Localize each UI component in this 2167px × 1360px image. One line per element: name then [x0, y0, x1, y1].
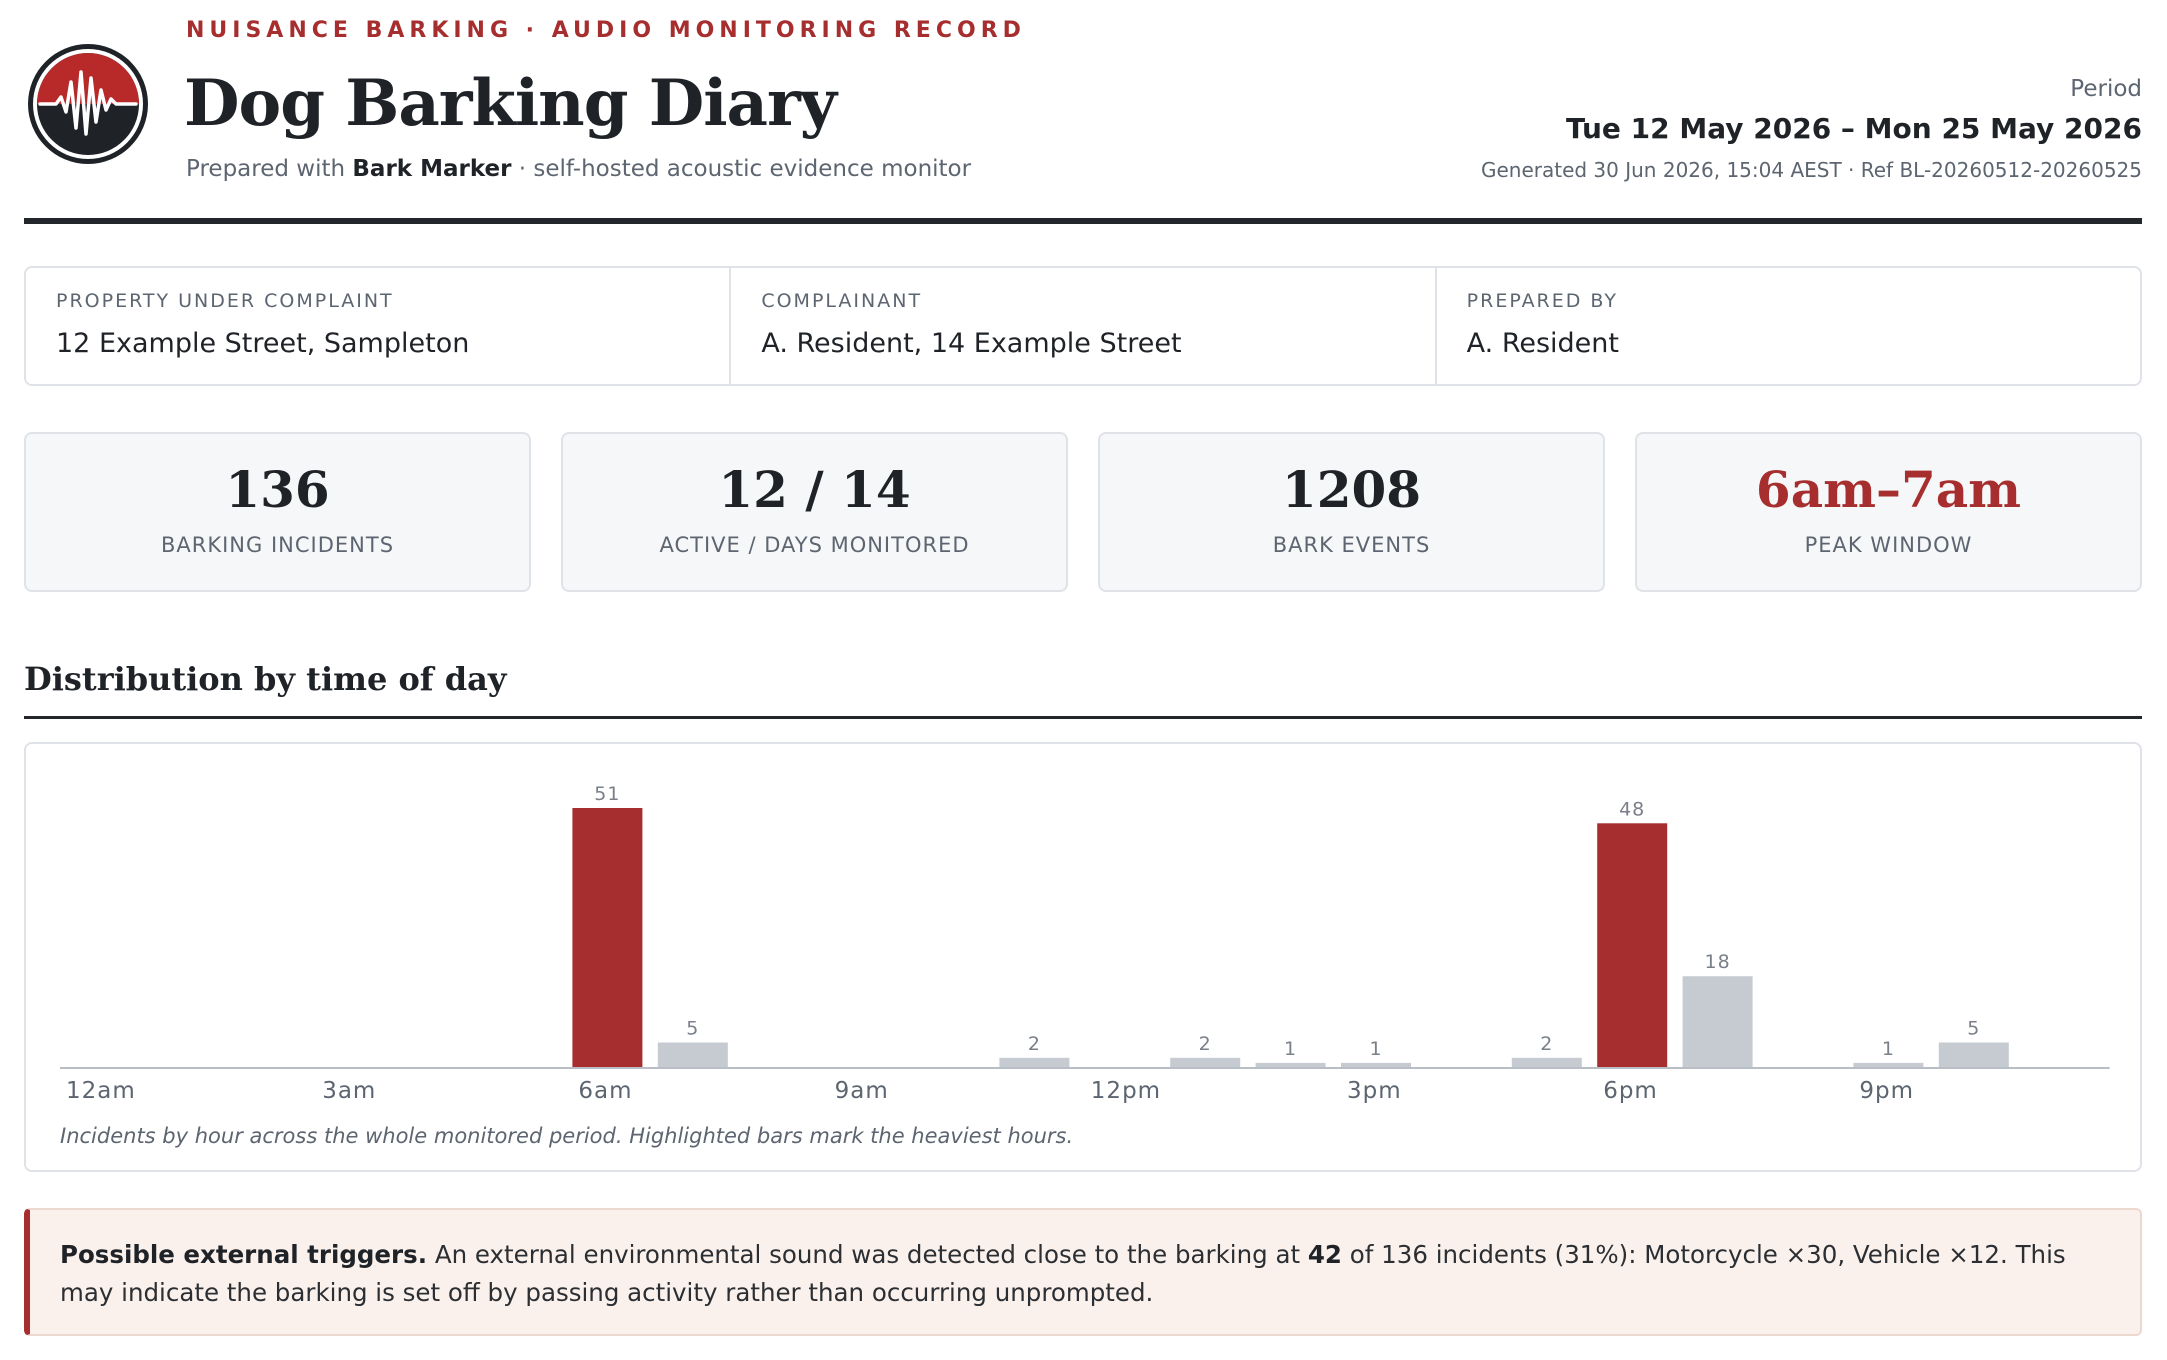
note-text-b: of 136 incidents (31%): Motorcycle ×30, … [60, 1240, 2066, 1307]
kpi-label: PEAK WINDOW [1804, 533, 1973, 557]
chart-bar [1853, 1062, 1924, 1068]
x-tick-label: 6pm [1603, 1078, 1658, 1104]
kpi-value: 136 [225, 460, 330, 519]
chart-bar [1597, 823, 1668, 1068]
bar-value-label: 18 [1705, 951, 1731, 973]
chart-bar [1341, 1062, 1411, 1068]
hourly-chart-panel: 51 5 2 2 1 1 2 48 18 1 5 12am 3am 6am 9am 12pm 3pm 6pm 9pm… [24, 742, 2142, 1172]
kpi-label: BARKING INCIDENTS [160, 533, 395, 557]
bar-value-label: 1 [1369, 1038, 1382, 1060]
chart-bar [1682, 976, 1753, 1068]
kpi-incidents: 136 BARKING INCIDENTS [24, 432, 531, 592]
info-complainant: COMPLAINANT A. Resident, 14 Example Stre… [731, 268, 1437, 384]
section-divider [24, 716, 2142, 719]
hourly-bar-chart: 51 5 2 2 1 1 2 48 18 1 5 12am 3am 6am 9am 12pm 3pm 6pm 9pm [60, 783, 2110, 1104]
bar-value-label: 1 [1882, 1038, 1895, 1060]
kpi-active-days: 12 / 14 ACTIVE / DAYS MONITORED [561, 432, 1068, 592]
report-kicker: NUISANCE BARKING · AUDIO MONITORING RECO… [186, 18, 1026, 43]
x-tick-label: 6am [578, 1078, 632, 1104]
info-label: PROPERTY UNDER COMPLAINT [56, 290, 394, 312]
chart-bar [999, 1057, 1070, 1068]
kpi-label: BARK EVENTS [1272, 533, 1431, 557]
chart-caption: Incidents by hour across the whole monit… [60, 1124, 1074, 1148]
bar-value-label: 5 [686, 1018, 699, 1040]
x-tick-label: 12am [66, 1078, 136, 1104]
waveform-icon [28, 44, 148, 164]
chart-bar [1511, 1057, 1582, 1068]
section-title: Distribution by time of day [24, 660, 507, 698]
bar-value-label: 1 [1284, 1038, 1297, 1060]
report-header: NUISANCE BARKING · AUDIO MONITORING RECO… [24, 0, 2142, 224]
x-tick-label: 3am [322, 1078, 376, 1104]
bar-value-label: 5 [1967, 1018, 1980, 1040]
generated-info: Generated 30 Jun 2026, 15:04 AEST · Ref … [1480, 158, 2142, 182]
bar-value-label: 2 [1540, 1033, 1553, 1055]
chart-bar [572, 808, 643, 1068]
bar-value-label: 51 [594, 783, 620, 805]
page-title: Dog Barking Diary [184, 66, 837, 141]
kpi-value: 1208 [1281, 460, 1422, 519]
info-property: PROPERTY UNDER COMPLAINT 12 Example Stre… [26, 268, 732, 384]
x-tick-label: 9am [835, 1078, 889, 1104]
info-label: COMPLAINANT [761, 290, 923, 312]
kpi-label: ACTIVE / DAYS MONITORED [659, 533, 970, 557]
kpi-peak-window: 6am–7am PEAK WINDOW [1635, 432, 2142, 592]
period-label: Period [2070, 76, 2142, 102]
case-info-panel: PROPERTY UNDER COMPLAINT 12 Example Stre… [24, 266, 2142, 386]
bar-value-label: 2 [1199, 1033, 1212, 1055]
x-tick-label: 9pm [1859, 1078, 1914, 1104]
brand-name: Bark Marker [352, 156, 512, 182]
note-count: 42 [1307, 1240, 1342, 1269]
report-page: NUISANCE BARKING · AUDIO MONITORING RECO… [24, 0, 2142, 1336]
period-value: Tue 12 May 2026 – Mon 25 May 2026 [1565, 112, 2142, 145]
chart-bar [657, 1042, 728, 1068]
x-tick-label: 3pm [1347, 1078, 1402, 1104]
note-heading: Possible external triggers. [60, 1240, 428, 1269]
chart-bar [1938, 1042, 2009, 1068]
report-subtitle: Prepared with Bark Marker · self-hosted … [186, 156, 971, 182]
info-value: A. Resident [1466, 328, 1619, 359]
chart-bar [1255, 1062, 1326, 1068]
kpi-row: 136 BARKING INCIDENTS 12 / 14 ACTIVE / D… [24, 432, 2142, 592]
external-triggers-note: Possible external triggers. An external … [24, 1208, 2142, 1336]
chart-bar [1170, 1057, 1241, 1068]
info-value: A. Resident, 14 Example Street [761, 328, 1182, 359]
info-label: PREPARED BY [1466, 290, 1619, 312]
subtitle-prefix: Prepared with [186, 156, 353, 182]
x-tick-label: 12pm [1091, 1078, 1161, 1104]
subtitle-suffix: · self-hosted acoustic evidence monitor [511, 156, 972, 182]
kpi-value: 6am–7am [1755, 460, 2022, 519]
note-text-a: An external environmental sound was dete… [427, 1240, 1308, 1269]
bar-value-label: 48 [1619, 798, 1645, 820]
kpi-value: 12 / 14 [718, 460, 911, 519]
info-prepared-by: PREPARED BY A. Resident [1437, 268, 2140, 384]
info-value: 12 Example Street, Sampleton [56, 328, 470, 359]
bar-value-label: 2 [1028, 1033, 1041, 1055]
kpi-bark-events: 1208 BARK EVENTS [1098, 432, 1605, 592]
